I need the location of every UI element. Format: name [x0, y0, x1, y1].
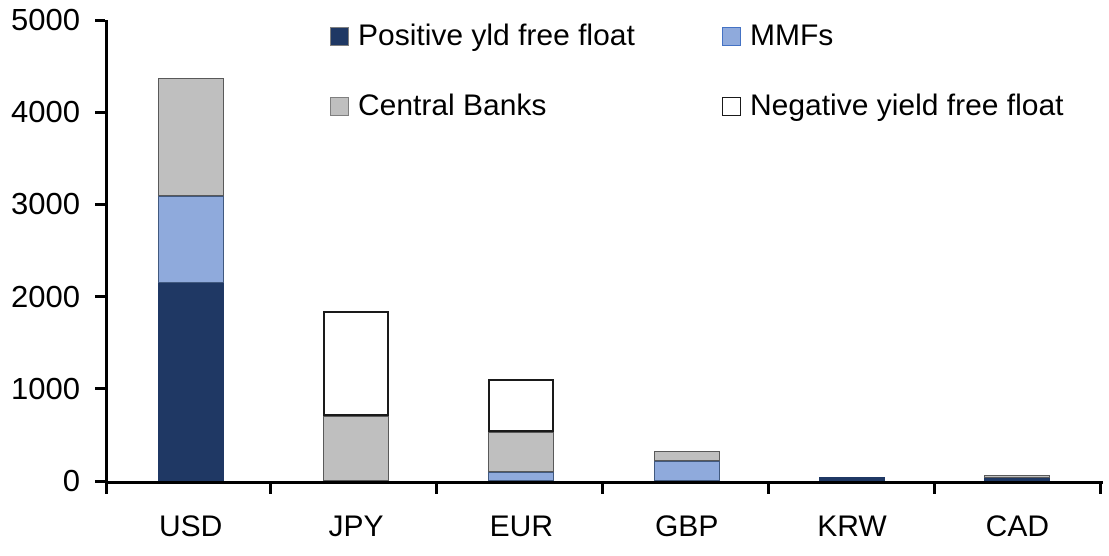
y-axis-tick-4000	[95, 110, 105, 114]
y-axis-tick-5000	[95, 18, 105, 22]
bar-segment-eur-negative-yield-free-float	[488, 378, 555, 433]
x-axis-tick	[601, 484, 604, 494]
legend-label: MMFs	[750, 19, 834, 52]
x-axis-label-krw: KRW	[817, 510, 887, 543]
x-axis-tick	[766, 484, 770, 494]
legend-label: Positive yld free float	[358, 19, 635, 52]
legend-swatch-icon	[330, 96, 349, 116]
x-axis-label-usd: USD	[158, 510, 223, 543]
bar-segment-usd-positive-yld-free-float	[157, 282, 224, 481]
x-axis-label-cad: CAD	[985, 510, 1049, 543]
bar-segment-jpy-negative-yield-free-float	[323, 311, 389, 417]
y-axis-tick-label: 2000	[11, 278, 80, 314]
legend-item-central-banks: Central Banks	[330, 88, 546, 124]
y-axis-tick-label: 0	[62, 463, 80, 498]
legend-swatch-icon	[722, 26, 741, 46]
x-axis-label-gbp: GBP	[654, 510, 719, 543]
x-axis-label-jpy: JPY	[328, 510, 384, 543]
bar-segment-eur-central-banks	[488, 432, 555, 472]
bar-segment-gbp-mmfs	[653, 460, 720, 481]
legend-item-negative-yield-free-float: Negative yield free float	[722, 88, 1064, 124]
x-axis-tick	[1098, 484, 1102, 494]
legend-label: Negative yield free float	[750, 89, 1064, 122]
legend-swatch-icon	[330, 26, 349, 46]
plot-area	[105, 20, 1103, 484]
y-axis-tick-label: 4000	[11, 94, 80, 130]
bar-segment-krw-positive-yld-free-float	[819, 477, 885, 481]
legend-item-mmfs: MMFs	[722, 18, 833, 54]
legend-item-positive-yld-free-float: Positive yld free float	[330, 18, 635, 54]
x-axis-tick	[269, 484, 273, 494]
bar-segment-eur-mmfs	[488, 471, 555, 481]
y-axis-tick-label: 1000	[11, 370, 80, 406]
x-axis-tick	[105, 484, 108, 494]
y-axis-tick-0	[95, 479, 105, 483]
x-axis-label-eur: EUR	[489, 510, 553, 543]
bar-segment-cad-positive-yld-free-float	[984, 478, 1051, 481]
bar-segment-gbp-central-banks	[653, 451, 720, 461]
x-axis-tick	[932, 484, 936, 494]
legend-label: Central Banks	[358, 89, 547, 122]
y-axis-tick-label: 3000	[11, 186, 80, 222]
bar-segment-usd-mmfs	[157, 196, 224, 283]
bar-segment-jpy-central-banks	[323, 416, 389, 481]
y-axis-tick-3000	[95, 202, 105, 206]
y-axis-tick-2000	[95, 295, 105, 299]
bar-segment-usd-central-banks	[157, 78, 224, 197]
bar-segment-cad-central-banks	[984, 474, 1051, 479]
y-axis-tick-1000	[95, 387, 105, 391]
x-axis-tick	[435, 484, 439, 494]
y-axis-tick-label: 5000	[11, 2, 80, 37]
legend-swatch-icon	[722, 96, 741, 116]
